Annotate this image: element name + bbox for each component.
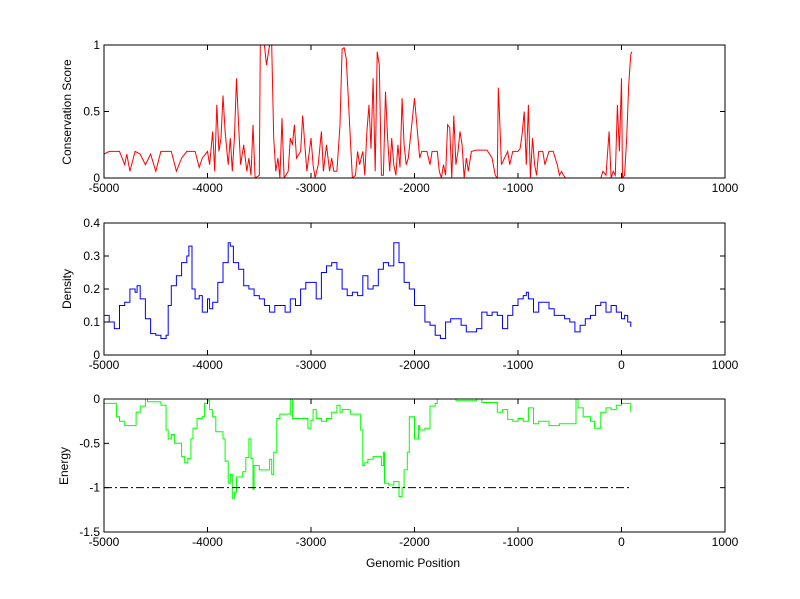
x-tick-label: -2000 <box>399 358 430 372</box>
energy-subplot: Energy Genomic Position -5000 -4000 -3000 -… <box>57 392 739 570</box>
x-tick-label: -4000 <box>192 535 223 549</box>
x-tick-label: -3000 <box>296 535 327 549</box>
conservation-subplot: Conservation Score -5000 -4000 -3000 -2000 -… <box>60 38 739 195</box>
y-tick-label: 0.2 <box>83 282 100 296</box>
y-tick-label: 0 <box>93 171 100 185</box>
energy-series-line <box>104 399 632 499</box>
y-tick-label: -0.5 <box>79 436 100 450</box>
x-tick-label: -3000 <box>296 358 327 372</box>
y-tick-label: -1 <box>89 481 100 495</box>
y-tick-label: 0 <box>93 348 100 362</box>
x-tick-label: -4000 <box>192 181 223 195</box>
x-tick-label: -3000 <box>296 181 327 195</box>
conservation-series-line <box>104 45 633 178</box>
x-tick-label: -1000 <box>503 535 534 549</box>
x-tick-label: 1000 <box>712 358 739 372</box>
x-tick-label: -4000 <box>192 358 223 372</box>
y-tick-label: 0.4 <box>83 216 100 230</box>
y-tick-label: -1.5 <box>79 525 100 539</box>
y-tick-label: 0.1 <box>83 315 100 329</box>
energy-ylabel: Energy <box>57 447 71 485</box>
y-tick-label: 0.5 <box>83 105 100 119</box>
density-subplot: Density -5000 -4000 -3000 -2000 -1000 0 1000 0 0… <box>60 216 739 372</box>
x-tick-label: -5000 <box>89 181 120 195</box>
x-tick-label: 0 <box>618 358 625 372</box>
density-series-line <box>104 242 632 339</box>
x-tick-label: -2000 <box>399 535 430 549</box>
x-tick-label: 1000 <box>712 535 739 549</box>
y-tick-label: 1 <box>93 38 100 52</box>
x-tick-label: 0 <box>618 535 625 549</box>
x-tick-label: 1000 <box>712 181 739 195</box>
density-ylabel: Density <box>60 269 74 309</box>
x-tick-label: -1000 <box>503 181 534 195</box>
y-tick-label: 0.3 <box>83 249 100 263</box>
x-tick-label: -2000 <box>399 181 430 195</box>
conservation-ylabel: Conservation Score <box>60 59 74 165</box>
x-tick-label: -5000 <box>89 358 120 372</box>
x-tick-label: 0 <box>618 181 625 195</box>
energy-xlabel: Genomic Position <box>366 556 460 570</box>
y-tick-label: 0 <box>93 392 100 406</box>
x-tick-label: -1000 <box>503 358 534 372</box>
x-tick-label: -5000 <box>89 535 120 549</box>
